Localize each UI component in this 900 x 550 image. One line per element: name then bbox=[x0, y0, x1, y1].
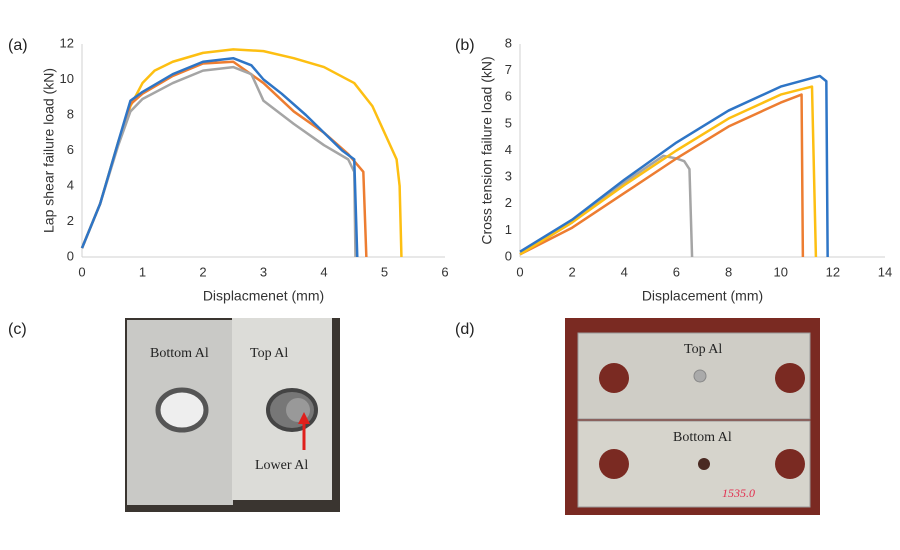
y-tick-label: 12 bbox=[60, 35, 74, 50]
x-tick-label: 6 bbox=[673, 264, 680, 279]
y-axis-label: Cross tension failure load (kN) bbox=[479, 56, 495, 244]
x-tick-label: 10 bbox=[773, 264, 787, 279]
y-tick-label: 5 bbox=[505, 115, 512, 130]
x-axis-label: Displacement (mm) bbox=[642, 288, 763, 304]
data-line bbox=[519, 85, 818, 258]
hole bbox=[775, 449, 805, 479]
data-line bbox=[519, 93, 805, 258]
x-tick-label: 0 bbox=[516, 264, 523, 279]
y-tick-label: 8 bbox=[67, 106, 74, 121]
photo-label: Top Al bbox=[250, 346, 288, 361]
panel-label: (a) bbox=[8, 37, 28, 54]
y-tick-label: 10 bbox=[60, 71, 74, 86]
y-tick-label: 4 bbox=[67, 177, 74, 192]
hole bbox=[599, 449, 629, 479]
y-tick-label: 0 bbox=[67, 248, 74, 263]
y-tick-label: 6 bbox=[505, 89, 512, 104]
photo-c: Bottom Al Top Al Lower Al bbox=[125, 318, 340, 512]
photo-label: Bottom Al bbox=[150, 346, 209, 361]
data-line bbox=[519, 74, 829, 258]
y-tick-label: 0 bbox=[505, 248, 512, 263]
x-tick-label: 4 bbox=[621, 264, 628, 279]
handwritten-label: 1535.0 bbox=[722, 486, 755, 500]
y-tick-label: 2 bbox=[505, 195, 512, 210]
panel-label: (c) bbox=[8, 321, 27, 338]
x-tick-label: 12 bbox=[826, 264, 840, 279]
x-tick-label: 6 bbox=[441, 264, 448, 279]
x-tick-label: 4 bbox=[320, 264, 327, 279]
y-tick-label: 8 bbox=[505, 35, 512, 50]
x-tick-label: 0 bbox=[78, 264, 85, 279]
y-tick-label: 6 bbox=[67, 142, 74, 157]
arrow-head bbox=[298, 412, 310, 424]
y-tick-label: 2 bbox=[67, 213, 74, 228]
panel-label: (b) bbox=[455, 37, 475, 54]
data-line bbox=[80, 65, 357, 258]
x-tick-label: 14 bbox=[878, 264, 892, 279]
spot bbox=[698, 458, 710, 470]
y-tick-label: 1 bbox=[505, 222, 512, 237]
y-tick-label: 4 bbox=[505, 142, 512, 157]
spot bbox=[693, 369, 707, 383]
x-axis-label: Displacmenet (mm) bbox=[203, 288, 324, 304]
hole bbox=[775, 363, 805, 393]
panel-label: (d) bbox=[455, 321, 475, 338]
x-tick-label: 5 bbox=[381, 264, 388, 279]
data-line bbox=[80, 56, 359, 258]
x-tick-label: 3 bbox=[260, 264, 267, 279]
data-line bbox=[80, 60, 368, 258]
x-tick-label: 2 bbox=[569, 264, 576, 279]
x-tick-label: 1 bbox=[139, 264, 146, 279]
photo-d: Top Al Bottom Al 1535.0 bbox=[565, 318, 820, 515]
hole bbox=[155, 387, 209, 433]
photo-label: Lower Al bbox=[255, 458, 308, 473]
hole bbox=[599, 363, 629, 393]
y-tick-label: 3 bbox=[505, 169, 512, 184]
x-tick-label: 8 bbox=[725, 264, 732, 279]
y-tick-label: 7 bbox=[505, 62, 512, 77]
data-line bbox=[80, 48, 403, 258]
y-axis-label: Lap shear failure load (kN) bbox=[41, 68, 57, 233]
photo-label: Bottom Al bbox=[673, 430, 732, 445]
x-tick-label: 2 bbox=[199, 264, 206, 279]
photo-label: Top Al bbox=[684, 342, 722, 357]
